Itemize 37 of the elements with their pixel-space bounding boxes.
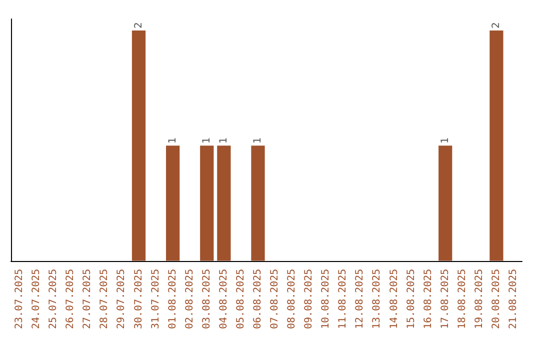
x-tick-label: 31.07.2025 bbox=[150, 268, 162, 330]
x-tick-label: 11.08.2025 bbox=[338, 268, 349, 330]
x-tick-label: 25.07.2025 bbox=[48, 268, 60, 330]
data-label: 2 bbox=[490, 22, 502, 29]
x-tick-label: 15.08.2025 bbox=[406, 268, 417, 330]
x-tick-label: 08.08.2025 bbox=[286, 268, 298, 330]
x-tick-label: 23.07.2025 bbox=[14, 268, 26, 330]
x-tick-label: 27.07.2025 bbox=[82, 268, 94, 330]
x-tick-label: 07.08.2025 bbox=[270, 268, 281, 330]
x-tick-label: 21.08.2025 bbox=[508, 268, 519, 330]
x-tick-label: 26.07.2025 bbox=[65, 268, 76, 330]
x-tick-label: 02.08.2025 bbox=[184, 268, 196, 330]
x-tick-label: 30.07.2025 bbox=[133, 268, 144, 330]
data-label: 1 bbox=[252, 137, 264, 144]
data-label: 1 bbox=[201, 137, 212, 144]
x-tick-label: 13.08.2025 bbox=[372, 268, 383, 330]
data-label: 1 bbox=[218, 137, 230, 144]
x-tick-label: 12.08.2025 bbox=[354, 268, 366, 330]
x-tick-label: 10.08.2025 bbox=[320, 268, 332, 330]
x-tick-label: 24.07.2025 bbox=[31, 268, 42, 330]
x-tick-label: 04.08.2025 bbox=[218, 268, 230, 330]
x-tick-label: 18.08.2025 bbox=[456, 268, 468, 330]
x-tick-label: 16.08.2025 bbox=[422, 268, 434, 330]
x-tick-label: 05.08.2025 bbox=[235, 268, 246, 330]
x-tick-label: 06.08.2025 bbox=[252, 268, 264, 330]
x-tick-label: 09.08.2025 bbox=[304, 268, 315, 330]
data-label: 1 bbox=[167, 137, 178, 144]
x-tick-label: 19.08.2025 bbox=[474, 268, 485, 330]
x-tick-label: 14.08.2025 bbox=[388, 268, 400, 330]
data-label: 1 bbox=[440, 137, 451, 144]
x-tick-label: 28.07.2025 bbox=[99, 268, 110, 330]
data-label: 2 bbox=[133, 22, 144, 29]
x-tick-label: 20.08.2025 bbox=[490, 268, 502, 330]
x-tick-label: 17.08.2025 bbox=[440, 268, 451, 330]
x-tick-label: 01.08.2025 bbox=[167, 268, 178, 330]
x-tick-label: 29.07.2025 bbox=[116, 268, 128, 330]
x-tick-label: 03.08.2025 bbox=[201, 268, 212, 330]
